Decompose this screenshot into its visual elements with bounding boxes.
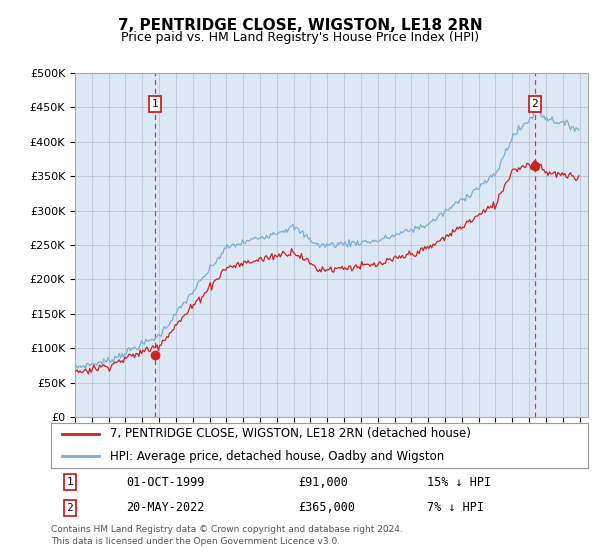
Text: 2: 2 [532, 99, 538, 109]
Text: £365,000: £365,000 [298, 501, 355, 515]
Text: 01-OCT-1999: 01-OCT-1999 [126, 475, 205, 489]
Text: 7% ↓ HPI: 7% ↓ HPI [427, 501, 484, 515]
Text: 15% ↓ HPI: 15% ↓ HPI [427, 475, 491, 489]
Text: Contains HM Land Registry data © Crown copyright and database right 2024.
This d: Contains HM Land Registry data © Crown c… [51, 525, 403, 546]
Text: 20-MAY-2022: 20-MAY-2022 [126, 501, 205, 515]
Text: 1: 1 [152, 99, 158, 109]
Text: Price paid vs. HM Land Registry's House Price Index (HPI): Price paid vs. HM Land Registry's House … [121, 31, 479, 44]
Text: 7, PENTRIDGE CLOSE, WIGSTON, LE18 2RN: 7, PENTRIDGE CLOSE, WIGSTON, LE18 2RN [118, 18, 482, 33]
Text: 2: 2 [67, 503, 73, 513]
Text: 1: 1 [67, 477, 73, 487]
Text: £91,000: £91,000 [298, 475, 348, 489]
Text: 7, PENTRIDGE CLOSE, WIGSTON, LE18 2RN (detached house): 7, PENTRIDGE CLOSE, WIGSTON, LE18 2RN (d… [110, 427, 471, 441]
Text: HPI: Average price, detached house, Oadby and Wigston: HPI: Average price, detached house, Oadb… [110, 450, 445, 463]
